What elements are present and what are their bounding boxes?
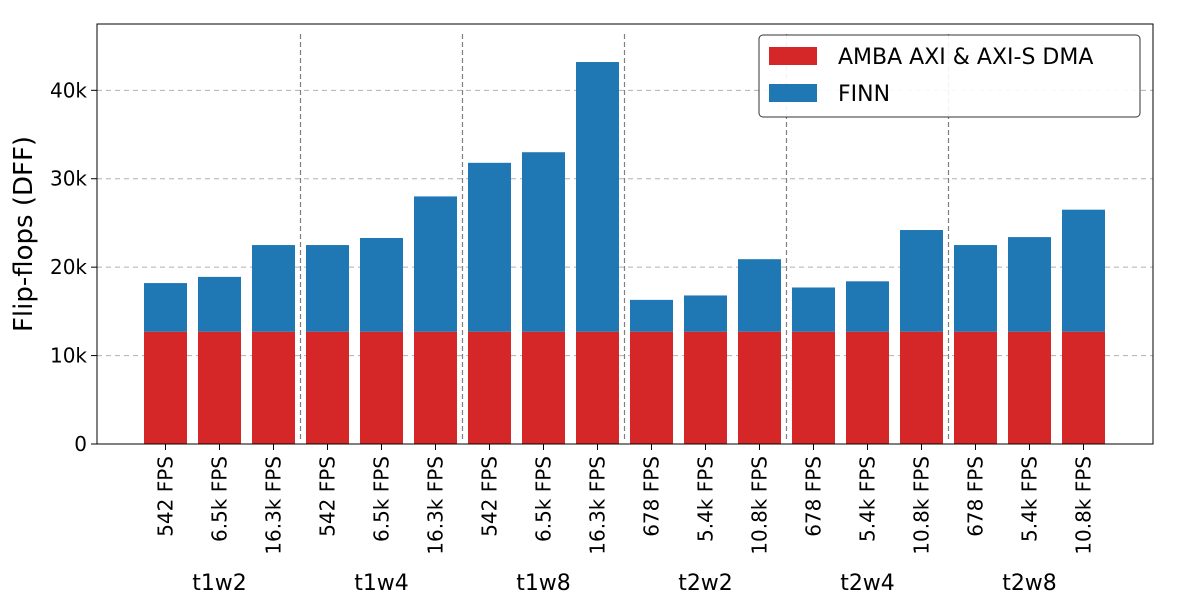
bar-finn [630, 299, 673, 332]
x-tick-label: 5.4k FPS [694, 456, 718, 542]
legend-box [758, 34, 1141, 118]
legend-label: FINN [838, 82, 890, 107]
legend-label: AMBA AXI & AXI-S DMA [838, 45, 1093, 70]
x-tick-label: 16.3k FPS [424, 456, 448, 555]
group-label: t1w2 [192, 571, 247, 596]
bar-amba-axi [198, 331, 241, 444]
group-label: t1w8 [516, 571, 571, 596]
bar-amba-axi [360, 331, 403, 444]
group-label: t2w4 [840, 571, 895, 596]
bar-finn [360, 237, 403, 332]
bar-amba-axi [306, 331, 349, 444]
y-axis-title: Flip-flops (DFF) [9, 136, 39, 332]
bar-amba-axi [1062, 331, 1105, 444]
bar-amba-axi [252, 331, 295, 444]
bar-finn [522, 152, 565, 332]
bar-amba-axi [414, 331, 457, 444]
bar-finn [252, 245, 295, 332]
bar-amba-axi [468, 331, 511, 444]
bar-finn [846, 281, 889, 332]
x-axis: 542 FPS 6.5k FPS 16.3k FPS 542 FPS 6.5k FPS 1… [154, 444, 1096, 596]
y-tick-label: 10k [50, 344, 87, 368]
x-tick-label: 10.8k FPS [1072, 456, 1096, 555]
x-tick-label: 10.8k FPS [748, 456, 772, 555]
bar-amba-axi [792, 331, 835, 444]
bar-finn [738, 259, 781, 332]
bar-finn [1008, 237, 1051, 332]
bars [144, 62, 1105, 444]
x-tick-label: 5.4k FPS [1018, 456, 1042, 542]
group-label: t2w2 [678, 571, 733, 596]
bar-amba-axi [630, 331, 673, 444]
x-tick-label: 6.5k FPS [370, 456, 394, 542]
x-tick-label: 16.3k FPS [262, 456, 286, 555]
bar-amba-axi [576, 331, 619, 444]
bar-amba-axi [684, 331, 727, 444]
x-tick-label: 678 FPS [802, 456, 826, 537]
x-tick-label: 5.4k FPS [856, 456, 880, 542]
plot-frame [96, 23, 1154, 445]
x-tick-label: 6.5k FPS [208, 456, 232, 542]
x-tick-label: 678 FPS [964, 456, 988, 537]
bar-finn [792, 287, 835, 332]
x-tick-label: 6.5k FPS [532, 456, 556, 542]
y-tick-label: 0 [74, 432, 87, 456]
bar-amba-axi [954, 331, 997, 444]
bar-finn [198, 276, 241, 332]
y-tick-label: 20k [50, 255, 87, 279]
x-tick-label: 678 FPS [640, 456, 664, 537]
bar-finn [306, 245, 349, 332]
y-tick-label: 30k [50, 167, 87, 191]
bar-amba-axi [144, 331, 187, 444]
bar-finn [1062, 209, 1105, 332]
bar-finn [954, 245, 997, 332]
x-tick-label: 542 FPS [154, 456, 178, 537]
y-axis: 0 10k 20k 30k 40k [50, 78, 97, 456]
bar-amba-axi [1008, 331, 1051, 444]
group-label: t1w4 [354, 571, 409, 596]
bar-finn [144, 283, 187, 332]
x-tick-label: 542 FPS [478, 456, 502, 537]
bar-finn [900, 230, 943, 332]
y-tick-label: 40k [50, 78, 87, 102]
bar-finn [576, 62, 619, 332]
legend-swatch [769, 84, 817, 102]
x-tick-label: 542 FPS [316, 456, 340, 537]
bar-amba-axi [738, 331, 781, 444]
x-tick-label: 10.8k FPS [910, 456, 934, 555]
bar-amba-axi [522, 331, 565, 444]
group-label: t2w8 [1002, 571, 1057, 596]
x-tick-label: 16.3k FPS [586, 456, 610, 555]
bar-finn [684, 295, 727, 332]
bar-amba-axi [846, 331, 889, 444]
bar-finn [468, 162, 511, 332]
bar-finn [414, 196, 457, 332]
legend-swatch [769, 47, 817, 65]
legend: AMBA AXI & AXI-S DMA FINN [758, 34, 1141, 118]
bar-amba-axi [900, 331, 943, 444]
